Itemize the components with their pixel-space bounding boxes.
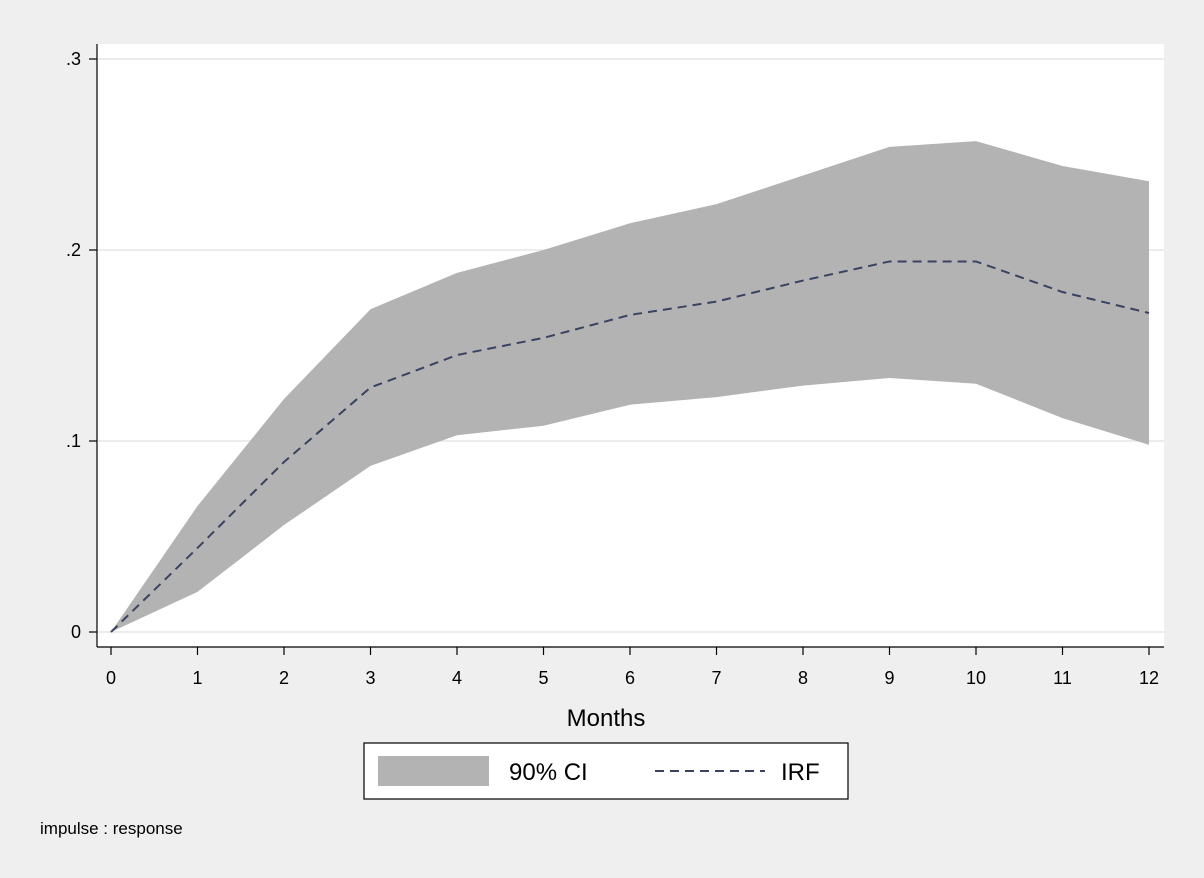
y-tick-label-0: 0 [71, 622, 81, 642]
legend: 90% CI IRF [363, 742, 849, 800]
x-tick-label-2: 2 [279, 668, 289, 688]
x-ticks: 0 1 2 3 4 5 6 7 8 9 10 11 12 [106, 647, 1159, 688]
chart-note: impulse : response [40, 819, 183, 838]
x-tick-label-0: 0 [106, 668, 116, 688]
x-tick-label-12: 12 [1139, 668, 1159, 688]
legend-label-irf: IRF [781, 759, 820, 786]
x-tick-label-9: 9 [884, 668, 894, 688]
x-tick-label-3: 3 [365, 668, 375, 688]
x-tick-label-1: 1 [192, 668, 202, 688]
x-tick-label-10: 10 [966, 668, 986, 688]
ci-band-layer [111, 141, 1149, 632]
x-tick-label-5: 5 [538, 668, 548, 688]
legend-swatch-ci [378, 756, 489, 786]
y-tick-label-2: .2 [66, 240, 81, 260]
y-tick-label-1: .1 [66, 431, 81, 451]
x-tick-label-6: 6 [625, 668, 635, 688]
irf-line [110, 260, 1150, 633]
x-tick-label-8: 8 [798, 668, 808, 688]
irf-line-layer [110, 260, 1150, 633]
y-ticks: 0 .1 .2 .3 [66, 49, 97, 642]
x-tick-label-7: 7 [711, 668, 721, 688]
y-tick-label-3: .3 [66, 49, 81, 69]
x-tick-label-11: 11 [1053, 668, 1072, 688]
legend-box [363, 742, 849, 800]
x-axis-title: Months [567, 705, 646, 732]
ci-band [111, 141, 1149, 632]
legend-label-ci: 90% CI [509, 759, 588, 786]
x-tick-label-4: 4 [452, 668, 462, 688]
